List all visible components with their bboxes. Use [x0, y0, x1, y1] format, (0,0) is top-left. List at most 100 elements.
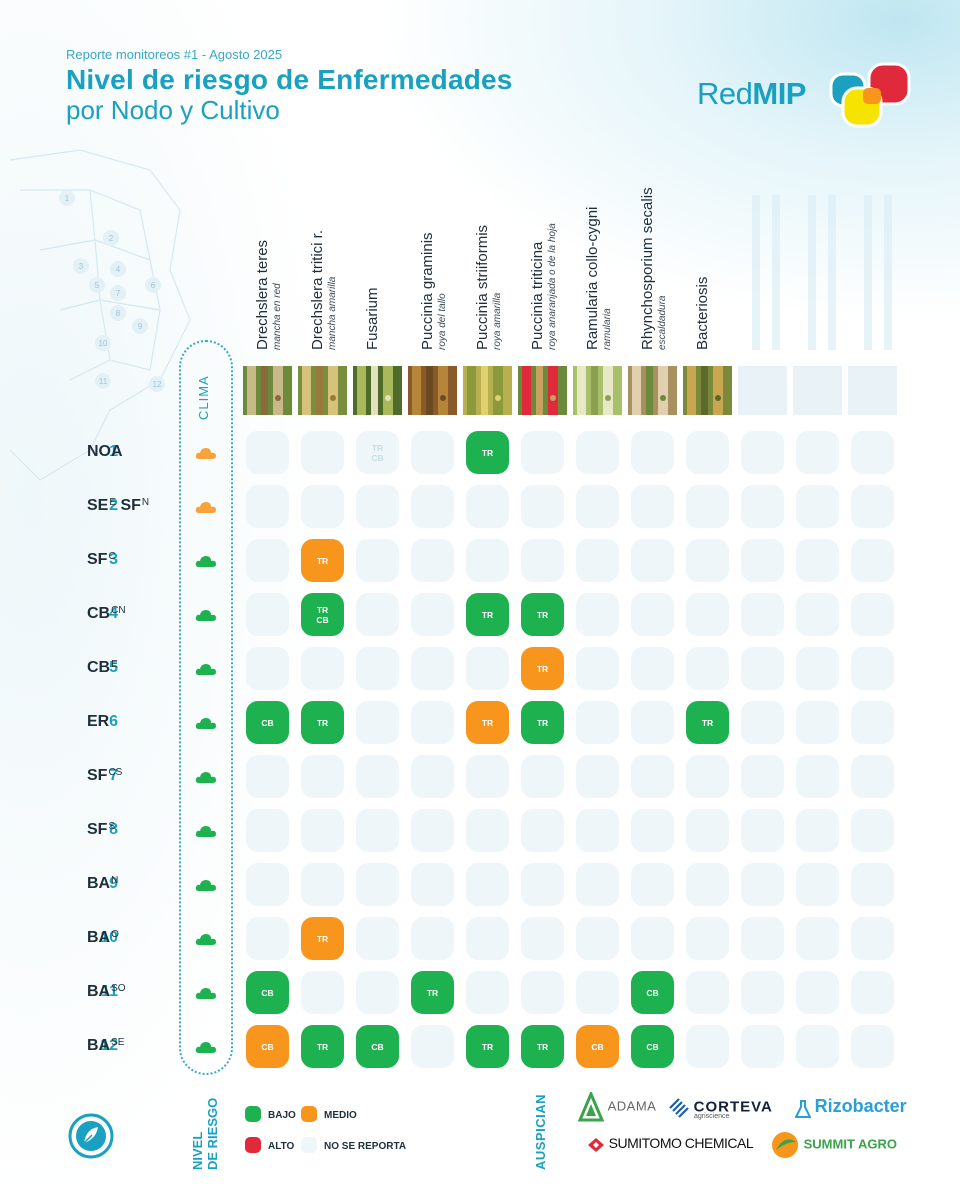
decorative-stripe [808, 195, 816, 350]
risk-cell [246, 647, 289, 690]
node-code: SFC [87, 551, 116, 568]
legend-title: NIVEL DE RIESGO [190, 1097, 220, 1170]
legend-no-reporta-label: NO SE REPORTA [324, 1141, 407, 1152]
risk-cell [686, 1025, 729, 1068]
risk-cell [741, 863, 784, 906]
map-node-marker: 7 [110, 285, 126, 301]
risk-cell [521, 755, 564, 798]
risk-cell: CB [246, 971, 289, 1014]
risk-cell [356, 539, 399, 582]
risk-cell [796, 755, 839, 798]
column-header: Drechslera tritici r. mancha amarilla [299, 140, 347, 350]
node-code: CBCN [87, 605, 126, 622]
node-number: 4 [109, 605, 118, 622]
risk-cell [411, 647, 454, 690]
map-node-marker: 4 [110, 261, 126, 277]
leaf-footer-icon [68, 1113, 114, 1159]
node-number: 11 [101, 983, 118, 1000]
risk-cell [631, 647, 674, 690]
risk-cell: TR [466, 593, 509, 636]
column-name: Puccinia striiformis [474, 224, 491, 350]
risk-cell [301, 647, 344, 690]
page-title: Nivel de riesgo de Enfermedades [66, 64, 513, 95]
adama-logo: ADAMA [577, 1090, 656, 1122]
risk-cell [631, 809, 674, 852]
risk-cell: TR [521, 647, 564, 690]
risk-cell [521, 863, 564, 906]
column-name: Puccinia graminis [419, 232, 436, 350]
risk-cell [246, 485, 289, 528]
risk-cell [631, 917, 674, 960]
risk-cell [521, 539, 564, 582]
legend-no-reporta-swatch [301, 1137, 317, 1153]
legend-medio-swatch [301, 1106, 317, 1122]
risk-cell [576, 971, 619, 1014]
risk-cell [246, 917, 289, 960]
node-code: SFCS [87, 767, 123, 784]
row-label: 3 SFC [40, 551, 190, 581]
risk-cell: TR [301, 917, 344, 960]
risk-cell: TR [301, 701, 344, 744]
column-common-name: roya amarilla [492, 292, 503, 350]
risk-cell [576, 917, 619, 960]
risk-cell: TR [686, 701, 729, 744]
risk-cell [576, 647, 619, 690]
row-label: 5 CBE [40, 659, 190, 689]
node-number: 3 [109, 551, 118, 568]
risk-cell: TR [301, 1025, 344, 1068]
svg-text:12: 12 [153, 380, 162, 389]
map-node-marker: 12 [149, 376, 165, 392]
risk-cell [851, 701, 894, 744]
cloud-icon [195, 986, 217, 1000]
risk-cell [741, 917, 784, 960]
rizobacter-icon [794, 1099, 812, 1118]
risk-cell [741, 701, 784, 744]
cloud-icon [195, 824, 217, 838]
disease-photo [298, 366, 347, 415]
risk-cell [411, 917, 454, 960]
node-number: 1 [109, 443, 118, 460]
risk-cell [246, 863, 289, 906]
disease-photo [243, 366, 292, 415]
map-node-marker: 3 [73, 258, 89, 274]
empty-photo-slot [848, 366, 897, 415]
cloud-icon [195, 716, 217, 730]
cloud-icon [195, 446, 217, 460]
risk-cell [576, 431, 619, 474]
risk-cell [356, 755, 399, 798]
disease-photo [408, 366, 457, 415]
risk-cell [796, 431, 839, 474]
risk-cell [851, 647, 894, 690]
clima-label: CLIMA [196, 375, 211, 420]
risk-cell [576, 809, 619, 852]
map-node-marker: 6 [145, 277, 161, 293]
risk-cell [301, 809, 344, 852]
risk-cell [851, 755, 894, 798]
risk-cell [741, 539, 784, 582]
row-label: 2 SEE SFN [40, 497, 190, 527]
risk-cell [686, 809, 729, 852]
column-header: Drechslera teres mancha en red [244, 140, 292, 350]
risk-cell [796, 809, 839, 852]
risk-cell [631, 755, 674, 798]
node-code: BASE [87, 1037, 125, 1054]
risk-cell: CB [631, 971, 674, 1014]
risk-cell [686, 431, 729, 474]
risk-cell: TR CB [356, 431, 399, 474]
column-name: Drechslera teres [254, 239, 271, 350]
disease-photo [628, 366, 677, 415]
risk-cell [851, 485, 894, 528]
column-header: Ramularia collo-cygni ramularia [574, 140, 622, 350]
risk-cell [356, 863, 399, 906]
decorative-stripe [752, 195, 760, 350]
risk-cell [796, 485, 839, 528]
risk-cell [466, 485, 509, 528]
row-label: 7 SFCS [40, 767, 190, 797]
adama-icon [577, 1090, 605, 1122]
risk-cell [411, 863, 454, 906]
risk-cell [521, 971, 564, 1014]
risk-cell [741, 593, 784, 636]
summit-agro-icon [772, 1132, 798, 1158]
risk-cell [851, 593, 894, 636]
row-label: 6 ER [40, 713, 190, 743]
